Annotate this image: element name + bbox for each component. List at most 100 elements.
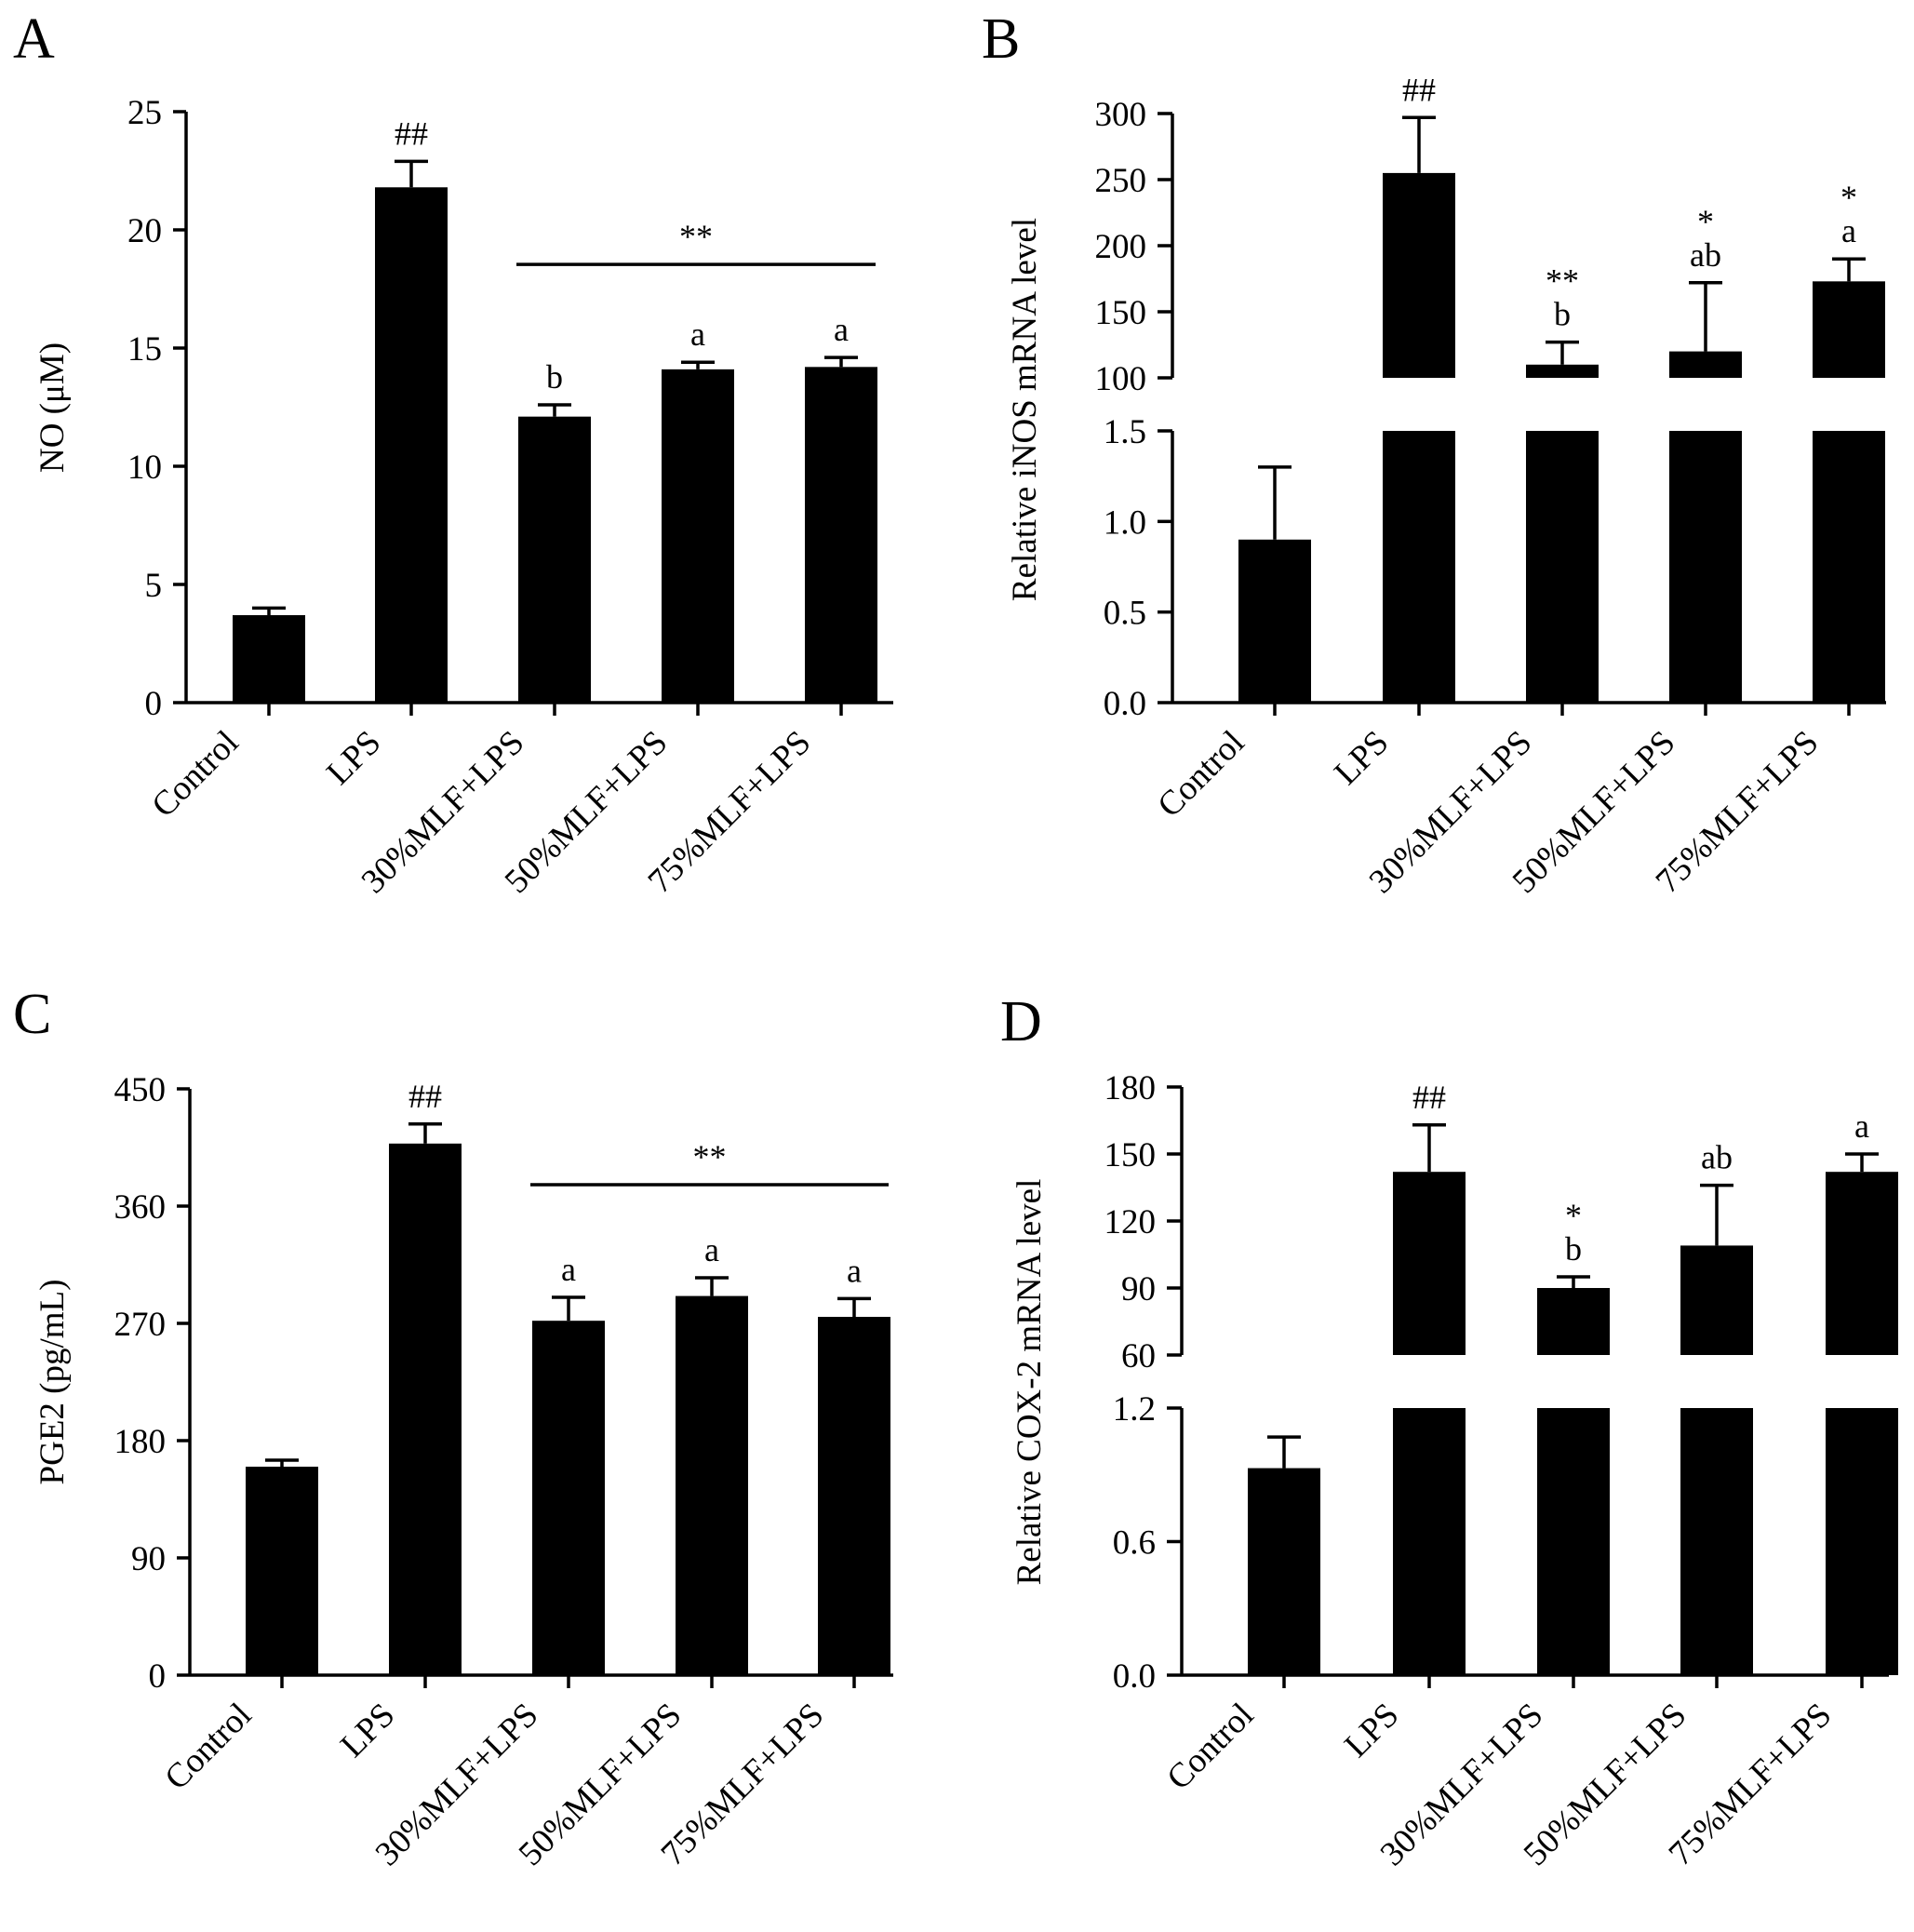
y-tick-label: 0.6 <box>1113 1524 1156 1563</box>
category-label: Control <box>144 723 246 825</box>
significance-mark: ab <box>1690 236 1721 274</box>
significance-mark: * <box>1697 203 1714 240</box>
bar-upper-segment <box>1826 1172 1898 1355</box>
bar <box>246 1467 318 1675</box>
y-tick-label: 10 <box>127 449 162 487</box>
panel-label-c: C <box>13 983 51 1046</box>
significance-bracket-label: ** <box>693 1138 727 1175</box>
category-label: LPS <box>333 1696 402 1764</box>
y-tick-label: 0.0 <box>1104 685 1146 723</box>
significance-mark: * <box>1565 1197 1582 1234</box>
significance-mark: a <box>704 1231 719 1268</box>
y-tick-label: 90 <box>131 1540 166 1578</box>
significance-mark: ab <box>1701 1139 1733 1176</box>
bar <box>375 187 448 703</box>
bar-upper-segment <box>1393 1172 1466 1355</box>
bar-lower-segment <box>1383 431 1455 703</box>
significance-mark: a <box>1854 1107 1869 1145</box>
significance-mark: ## <box>1402 71 1436 108</box>
bar-lower-segment <box>1826 1408 1898 1675</box>
y-tick-label: 0.0 <box>1113 1657 1156 1696</box>
category-label: Control <box>1159 1696 1261 1797</box>
bar-upper-segment <box>1813 281 1885 378</box>
panel-label-b: B <box>982 7 1020 71</box>
bar <box>1238 539 1311 703</box>
y-tick-label: 300 <box>1095 96 1147 134</box>
significance-mark: a <box>690 315 705 353</box>
bar <box>676 1295 748 1675</box>
bar <box>233 615 305 703</box>
bar-upper-segment <box>1680 1245 1753 1355</box>
category-label: LPS <box>1327 723 1396 792</box>
significance-mark: b <box>546 358 563 396</box>
y-axis-title: Relative iNOS mRNA level <box>1006 218 1044 601</box>
y-tick-label: 0 <box>149 1657 167 1696</box>
panel-d-chart: 0.0 0.6 1.2 60 90 120 150 180 ## b* ab a Relative CO… <box>1011 1069 1898 1873</box>
significance-mark: ** <box>1546 262 1579 300</box>
bar-lower-segment <box>1393 1408 1466 1675</box>
bar <box>662 369 734 703</box>
y-axis-title: NO (μM) <box>33 342 72 473</box>
y-axis-title: PGE2 (pg/mL) <box>33 1280 72 1485</box>
bar <box>805 367 877 703</box>
significance-bracket-label: ** <box>679 218 713 255</box>
bar-lower-segment <box>1537 1408 1610 1675</box>
bar <box>518 416 591 703</box>
bar-upper-segment <box>1383 172 1455 378</box>
significance-mark: a <box>834 311 849 348</box>
y-tick-label: 100 <box>1095 360 1147 398</box>
significance-mark: a <box>1841 212 1856 249</box>
y-tick-label: 60 <box>1121 1337 1156 1375</box>
panel-label-d: D <box>1000 990 1042 1053</box>
y-tick-label: 15 <box>127 330 162 369</box>
significance-mark: ## <box>1412 1079 1446 1116</box>
y-tick-label: 0.5 <box>1104 595 1146 633</box>
category-label: Control <box>1150 723 1251 825</box>
category-label: LPS <box>1337 1696 1406 1764</box>
significance-mark: a <box>847 1252 862 1289</box>
significance-mark: b <box>1554 296 1571 333</box>
category-label: LPS <box>319 723 388 792</box>
bar <box>818 1317 890 1675</box>
bar-lower-segment <box>1526 431 1599 703</box>
y-tick-label: 1.5 <box>1104 413 1146 451</box>
bar-lower-segment <box>1669 431 1742 703</box>
bar <box>532 1321 605 1675</box>
y-tick-label: 150 <box>1104 1136 1157 1174</box>
y-tick-label: 150 <box>1095 294 1147 332</box>
significance-mark: * <box>1840 179 1857 216</box>
y-tick-label: 450 <box>114 1071 167 1109</box>
y-tick-label: 120 <box>1104 1203 1157 1241</box>
bar-lower-segment <box>1813 431 1885 703</box>
y-tick-label: 0 <box>145 685 163 723</box>
significance-mark: b <box>1565 1230 1582 1268</box>
y-tick-label: 180 <box>1104 1069 1157 1107</box>
significance-mark: ## <box>395 114 428 152</box>
y-tick-label: 180 <box>114 1423 167 1461</box>
category-label: Control <box>157 1696 259 1797</box>
y-tick-label: 20 <box>127 212 162 250</box>
bar <box>389 1143 462 1675</box>
bar-upper-segment <box>1526 364 1599 378</box>
y-tick-label: 200 <box>1095 228 1147 266</box>
y-tick-label: 1.2 <box>1113 1390 1156 1429</box>
y-tick-label: 25 <box>127 94 162 132</box>
significance-mark: a <box>561 1251 576 1288</box>
y-tick-label: 90 <box>1121 1270 1156 1308</box>
y-tick-label: 270 <box>114 1306 167 1344</box>
y-tick-label: 1.0 <box>1104 503 1146 542</box>
bar-lower-segment <box>1680 1408 1753 1675</box>
y-tick-label: 5 <box>145 567 163 605</box>
panel-label-a: A <box>13 7 55 71</box>
y-tick-label: 250 <box>1095 162 1147 200</box>
significance-mark: ## <box>408 1078 442 1115</box>
y-axis-title: Relative COX-2 mRNA level <box>1011 1179 1049 1586</box>
panel-c-chart: 0 90 180 270 360 450 ## a a a ** PGE2 (pg/mL) Contro… <box>33 1071 893 1873</box>
y-tick-label: 360 <box>114 1188 167 1227</box>
bar-upper-segment <box>1669 351 1742 378</box>
bar <box>1248 1468 1320 1675</box>
bar-upper-segment <box>1537 1288 1610 1355</box>
